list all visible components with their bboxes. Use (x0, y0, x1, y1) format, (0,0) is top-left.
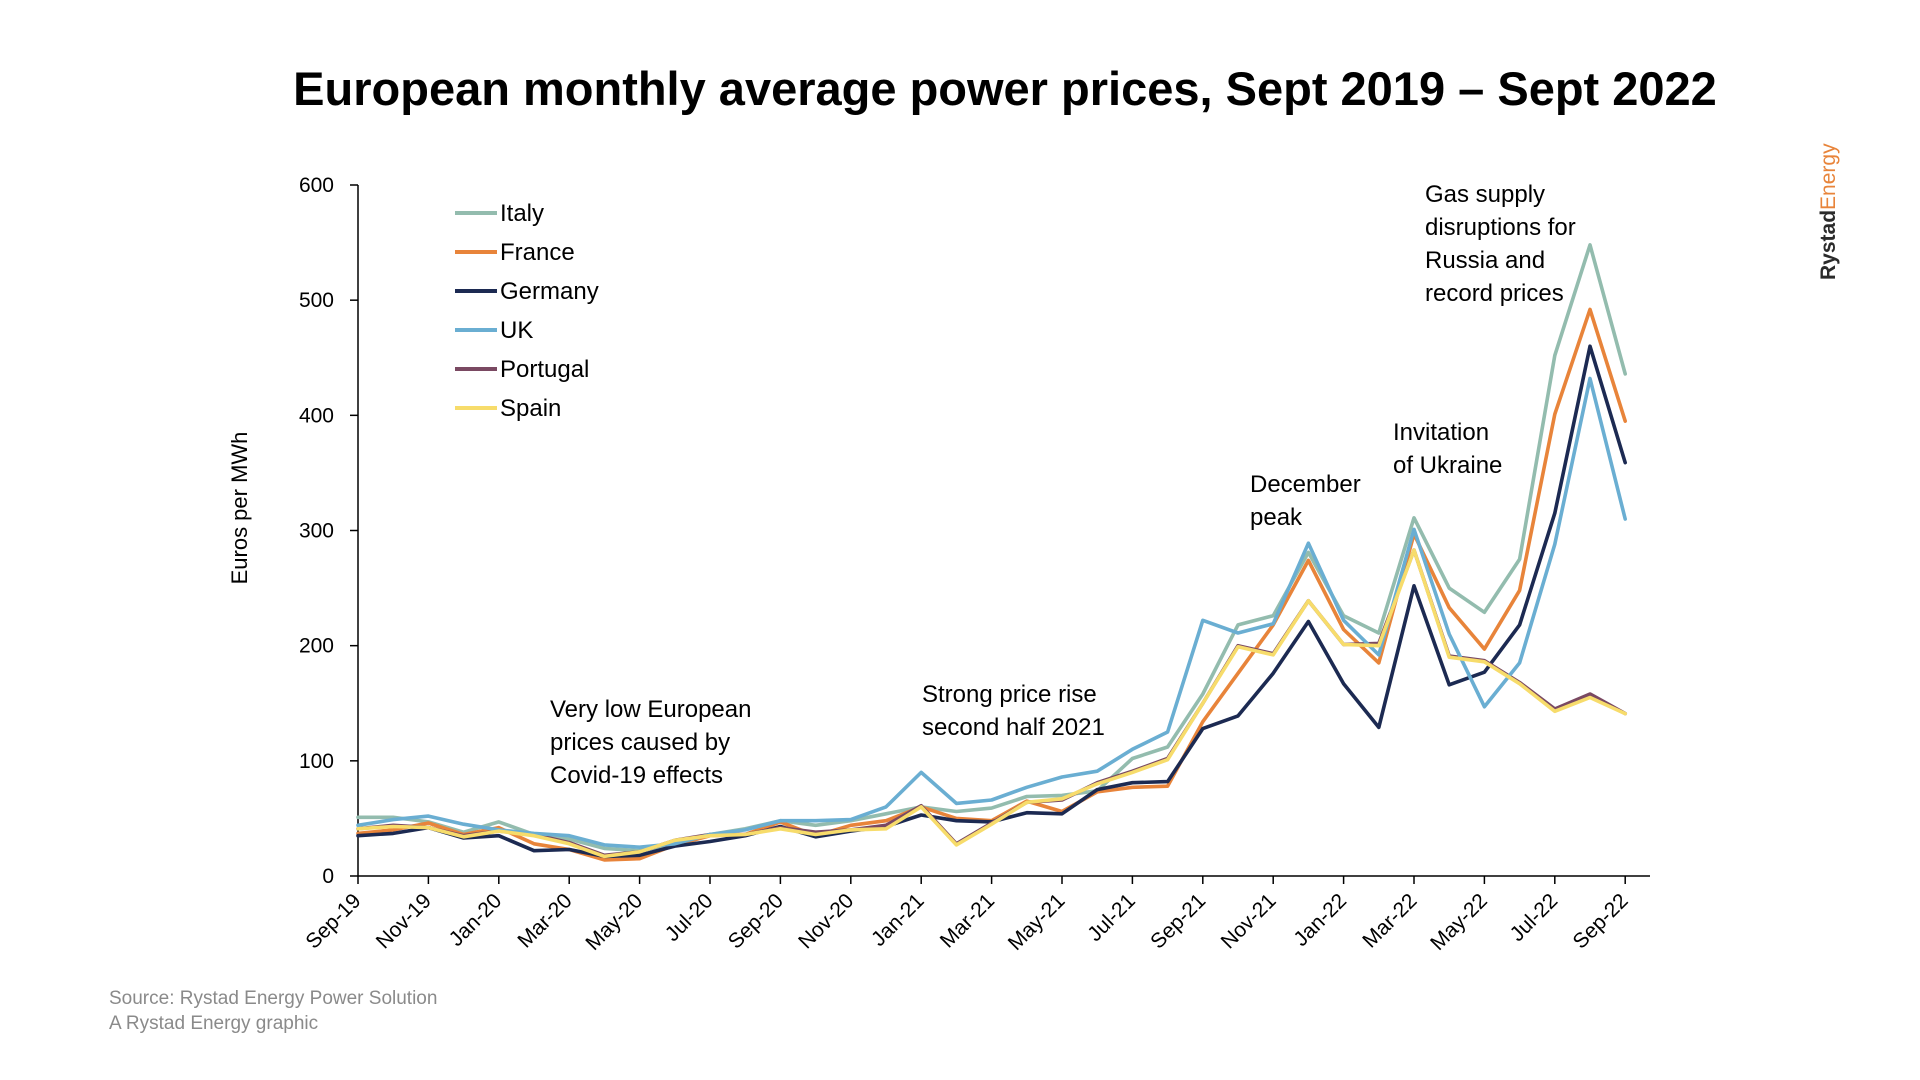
annotations: Very low European prices caused by Covid-1… (550, 181, 1576, 789)
series-line-italy (356, 243, 1627, 853)
annotation-line: second half 2021 (922, 714, 1105, 741)
annotation-line: disruptions for (1425, 214, 1576, 241)
annotation-line: peak (1250, 504, 1303, 531)
x-tick-label: May-20 (581, 889, 647, 955)
annotation-line: prices caused by (550, 729, 730, 756)
brand-logo-part1: Rystad (1817, 210, 1840, 280)
x-tick-label: Jan-21 (867, 889, 929, 951)
x-axis-ticks: Sep-19 Nov-19 Jan-20 Mar-20 May-20 Jul-20 Sep-… (301, 876, 1633, 955)
annotation: Gas supply disruptions for Russia and recor… (1425, 181, 1576, 307)
x-tick-label: Jan-22 (1289, 889, 1351, 951)
x-tick-label: Nov-20 (794, 889, 858, 953)
x-tick-label: May-21 (1004, 889, 1070, 955)
x-tick-label: May-22 (1426, 889, 1492, 955)
annotation: Invitation of Ukraine (1393, 419, 1502, 479)
y-tick-label: 500 (299, 289, 334, 312)
annotation-line: of Ukraine (1393, 452, 1502, 479)
x-tick-label: Nov-21 (1217, 889, 1281, 953)
chart-title: European monthly average power prices, S… (293, 62, 1717, 115)
credit-note: A Rystad Energy graphic (109, 1013, 318, 1034)
legend-label-spain: Spain (500, 395, 561, 422)
legend-label-germany: Germany (500, 278, 599, 305)
annotation-line: December (1250, 471, 1361, 498)
series-line-france (356, 307, 1627, 862)
y-tick-label: 200 (299, 635, 334, 658)
x-tick-label: Nov-19 (372, 889, 436, 953)
x-tick-label: Sep-21 (1146, 889, 1210, 953)
annotation: Strong price rise second half 2021 (922, 681, 1105, 741)
series-line-uk (356, 376, 1627, 850)
y-tick-label: 400 (299, 404, 334, 427)
x-tick-label: Jul-20 (661, 889, 718, 946)
x-tick-label: Sep-22 (1569, 889, 1633, 953)
x-tick-label: Jul-21 (1083, 889, 1140, 946)
annotation-line: Invitation (1393, 419, 1489, 446)
x-tick-label: Mar-20 (513, 889, 576, 952)
x-tick-label: Sep-19 (301, 889, 365, 953)
annotation-line: record prices (1425, 280, 1564, 307)
x-tick-label: Mar-22 (1358, 889, 1421, 952)
series-line-spain (356, 548, 1627, 859)
y-tick-label: 0 (322, 865, 334, 888)
annotation-line: Covid-19 effects (550, 762, 723, 789)
annotation-line: Strong price rise (922, 681, 1097, 708)
legend-label-uk: UK (500, 317, 533, 344)
annotation-line: Russia and (1425, 247, 1545, 274)
annotation: Very low European prices caused by Covid-1… (550, 696, 751, 789)
y-tick-label: 300 (299, 520, 334, 543)
y-tick-label: 600 (299, 174, 334, 197)
brand-logo: RystadEnergy (1817, 143, 1840, 280)
x-tick-label: Jul-22 (1506, 889, 1563, 946)
brand-logo-part2: Energy (1817, 143, 1840, 210)
svg-text:RystadEnergy: RystadEnergy (1817, 143, 1840, 280)
y-axis-label: Euros per MWh (227, 432, 252, 585)
y-tick-label: 100 (299, 750, 334, 773)
annotation-line: Very low European (550, 696, 751, 723)
x-tick-label: Sep-20 (724, 889, 788, 953)
series-lines (356, 243, 1627, 862)
legend-label-italy: Italy (500, 200, 544, 227)
legend: Italy France Germany UK Portugal Spain (455, 200, 599, 422)
source-note: Source: Rystad Energy Power Solution (109, 988, 437, 1009)
x-tick-label: Jan-20 (445, 889, 507, 951)
x-tick-label: Mar-21 (936, 889, 999, 952)
annotation-line: Gas supply (1425, 181, 1545, 208)
annotation: December peak (1250, 471, 1361, 531)
legend-label-portugal: Portugal (500, 356, 589, 383)
y-axis-ticks: 0 100 200 300 400 500 600 (299, 174, 358, 888)
legend-label-france: France (500, 239, 575, 266)
